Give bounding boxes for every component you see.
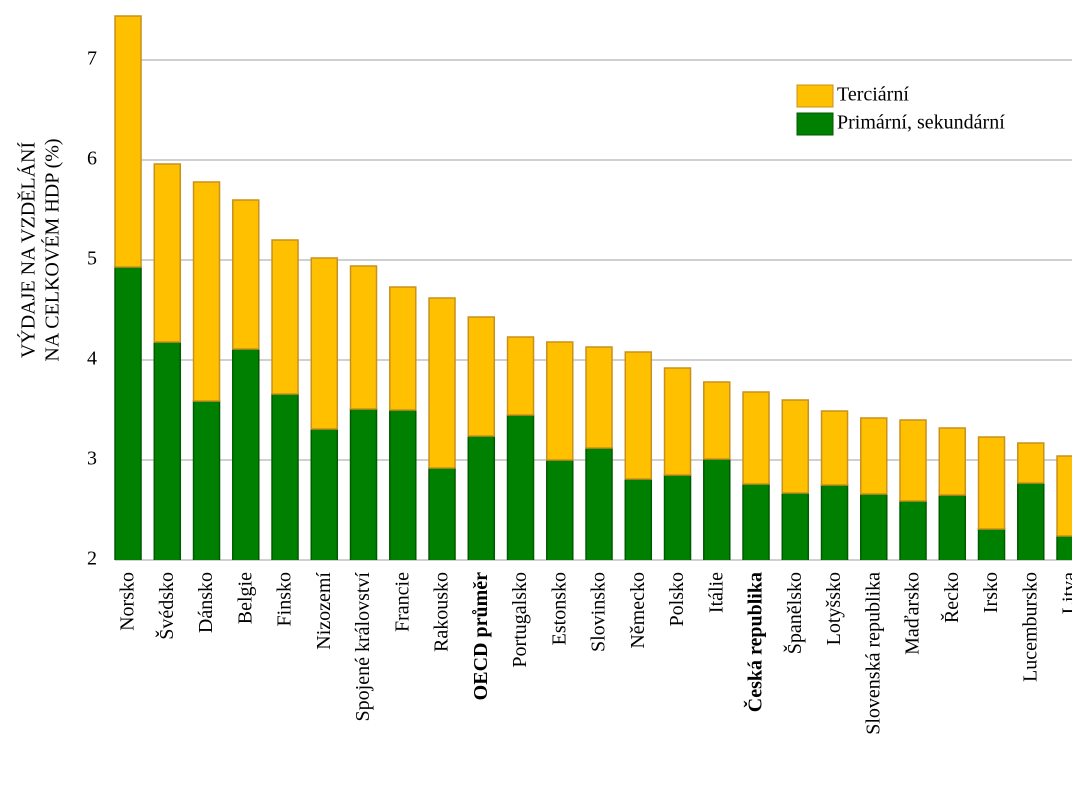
bar-segment [192,181,221,402]
x-tick-label: Belgie [234,572,256,624]
bar-segment [585,346,613,449]
bar-segment [938,494,967,560]
bar-segment [349,265,378,410]
y-tick-label: 6 [87,148,97,170]
bar-segment [781,492,810,560]
x-tick-label: Lotyšsko [823,572,845,645]
bar-segment [820,410,849,486]
bar-segment [977,528,1006,560]
bar-segment [232,348,260,560]
labels: 2 3 4 5 6 7 VÝDAJE NA VZDĚLÁNÍ NA CELKOVÉM HDP … [17,48,1072,735]
bar-segment [114,266,142,560]
bar-segment [271,239,299,395]
bar-segment [899,419,927,502]
x-tick-label: Slovenská republika [862,572,884,735]
x-tick-label: Nizozemí [313,572,335,650]
x-tick-label: Německo [627,572,649,649]
bar-segment [153,163,182,343]
x-tick-label: Česká republika [743,572,767,712]
legend-swatch [796,112,834,136]
y-tick-label: 4 [87,348,97,370]
y-tick-label: 2 [87,548,97,570]
y-axis-label: VÝDAJE NA VZDĚLÁNÍ [17,142,40,359]
x-tick-label: Portugalsko [509,572,531,668]
x-tick-label: Polsko [666,572,688,626]
x-tick-label: OECD průměr [470,572,492,700]
legend-label: Primární, sekundární [837,112,1005,134]
y-tick-label: 7 [87,48,97,70]
x-tick-label: Estonsko [548,572,570,645]
bar-segment [232,199,260,350]
bar-segment [781,399,810,494]
bar-segment [389,286,417,411]
bar-segment [310,257,339,430]
bar-segment [428,297,456,469]
x-tick-label: Lucembursko [1019,572,1041,682]
x-tick-label: Itálie [705,572,727,613]
bar-segment [192,400,221,560]
bar-segment [938,427,967,496]
bar-segment [546,341,574,461]
bar-segment [860,417,888,495]
x-tick-label: Spojené království [352,572,374,722]
y-axis-label: NA CELKOVÉM HDP (%) [41,138,64,361]
x-tick-label: Švédsko [154,572,178,640]
legend-swatch [796,84,834,108]
bar-segment [624,351,653,480]
x-tick-label: Francie [391,572,413,632]
bar-segment [506,336,535,416]
bar-segment [506,414,535,560]
y-tick-label: 3 [87,448,97,470]
bar-segment [663,367,692,476]
x-tick-label: Irsko [980,572,1002,613]
bar-segment [703,458,731,560]
bars [114,15,1072,560]
bar-segment [467,435,496,560]
x-tick-label: Řecko [940,572,963,623]
x-tick-label: Slovinsko [588,572,610,652]
x-tick-label: Dánsko [195,572,217,633]
bar-segment [703,381,731,460]
bar-segment [153,341,182,560]
bar-segment [1056,535,1072,560]
legend-label: Terciární [837,84,909,106]
x-tick-label: Finsko [274,572,296,626]
x-tick-label: Maďarsko [902,572,924,655]
bar-segment [1056,455,1072,537]
x-tick-label: Litva [1059,572,1072,614]
x-tick-label: Norsko [117,572,139,631]
x-tick-label: Rakousko [431,572,453,652]
bar-segment [114,15,142,268]
bar-segment [1017,442,1045,484]
bar-segment [742,391,770,485]
bar-segment [977,436,1006,530]
bar-segment [467,316,496,437]
y-tick-label: 5 [87,248,97,270]
x-tick-label: Španělsko [782,572,806,654]
